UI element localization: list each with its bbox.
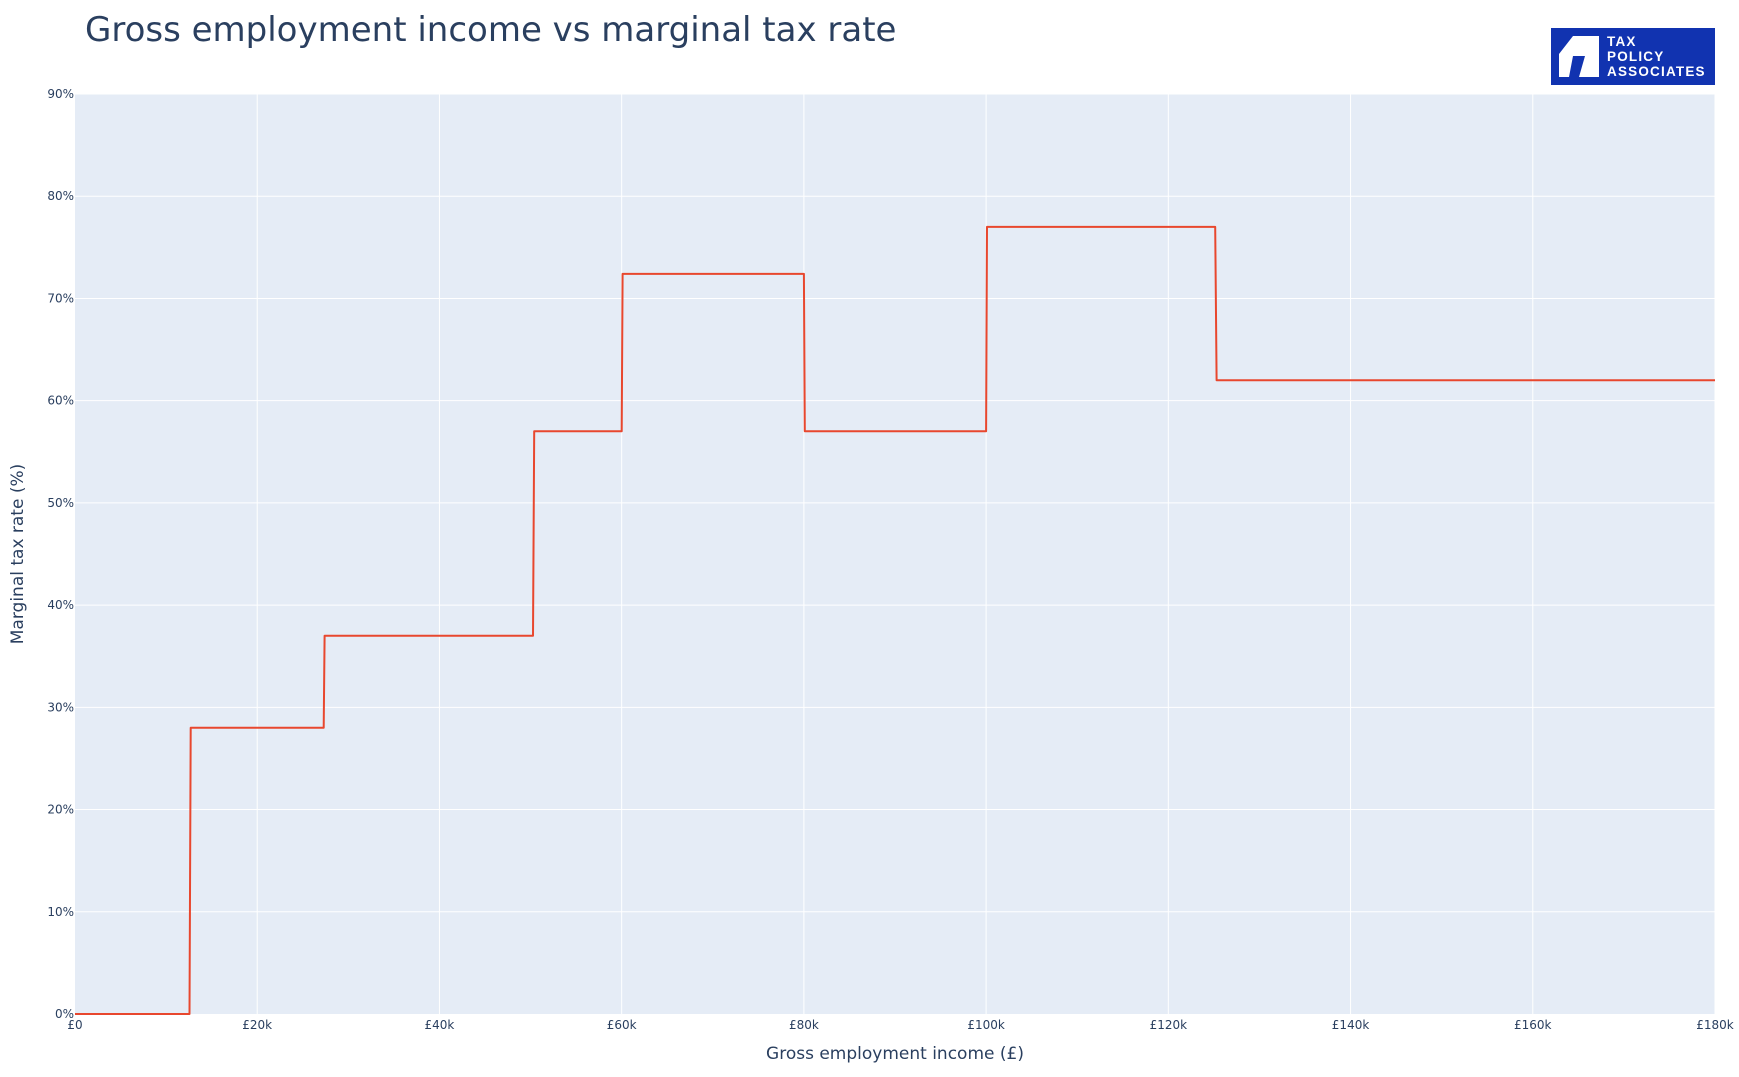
logo-mark-icon — [1559, 36, 1599, 77]
x-tick-label: £40k — [425, 1018, 455, 1032]
y-tick-label: 70% — [47, 291, 74, 305]
y-tick-label: 0% — [55, 1007, 74, 1021]
grid-lines — [75, 93, 1716, 1014]
series-layer — [75, 225, 1715, 1015]
y-tick-label: 10% — [47, 905, 74, 919]
logo-text-line-1: TAX — [1607, 34, 1637, 49]
x-axis-ticks: £0 £20k £40k £60k £80k £100k £120k £140k £160k £1… — [67, 1018, 1733, 1032]
y-tick-label: 90% — [47, 87, 74, 101]
y-axis-ticks: 0% 10% 20% 30% 40% 50% 60% 70% 80% 90% — [47, 87, 74, 1021]
x-tick-label: £100k — [967, 1018, 1005, 1032]
x-tick-label: £0 — [67, 1018, 82, 1032]
x-tick-label: £60k — [607, 1018, 637, 1032]
x-tick-label: £140k — [1332, 1018, 1370, 1032]
marginal-tax-rate-line — [75, 225, 1715, 1015]
y-tick-label: 40% — [47, 598, 74, 612]
y-tick-label: 20% — [47, 803, 74, 817]
chart-title: Gross employment income vs marginal tax … — [85, 10, 897, 50]
x-tick-label: £120k — [1150, 1018, 1188, 1032]
logo-text-line-3: ASSOCIATES — [1607, 64, 1706, 79]
x-tick-label: £20k — [242, 1018, 272, 1032]
tax-policy-associates-logo: TAX POLICY ASSOCIATES — [1551, 28, 1715, 85]
x-tick-label: £80k — [789, 1018, 819, 1032]
y-axis-title: Marginal tax rate (%) — [8, 464, 28, 645]
y-tick-label: 80% — [47, 189, 74, 203]
x-tick-label: £180k — [1696, 1018, 1734, 1032]
y-tick-label: 60% — [47, 394, 74, 408]
plot-area — [75, 94, 1715, 1014]
logo-text-line-2: POLICY — [1607, 49, 1665, 64]
x-tick-label: £160k — [1514, 1018, 1552, 1032]
x-axis-title: Gross employment income (£) — [766, 1044, 1024, 1064]
y-tick-label: 30% — [47, 700, 74, 714]
y-tick-label: 50% — [47, 496, 74, 510]
